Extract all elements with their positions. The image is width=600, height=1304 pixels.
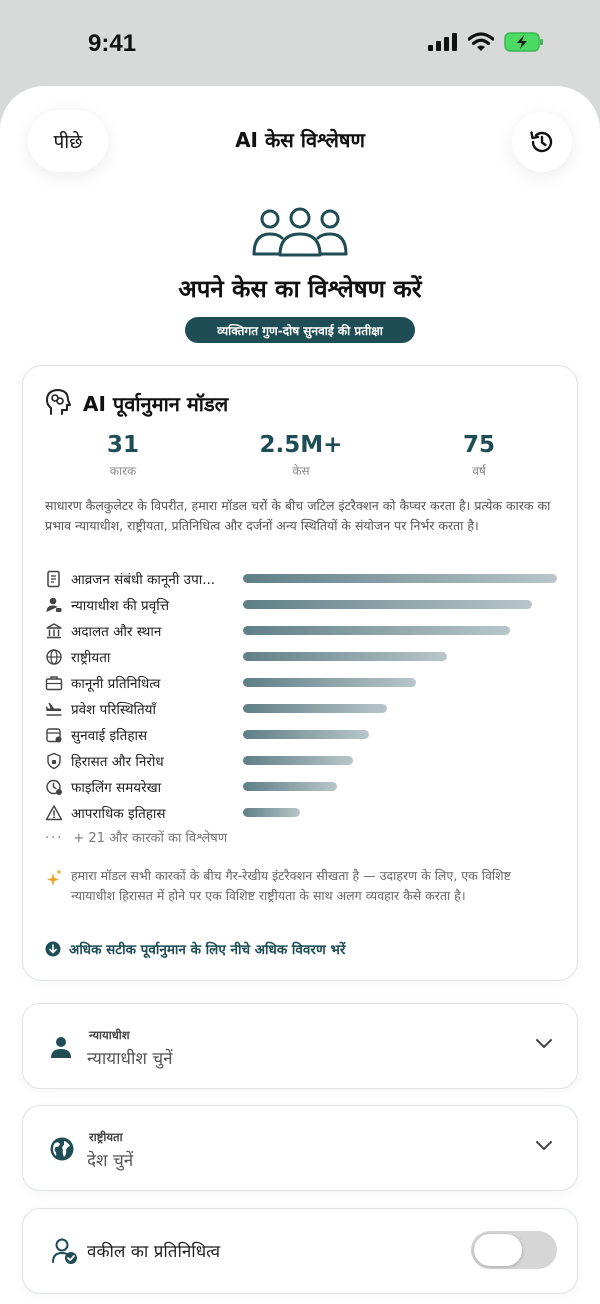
- factor-label: आपराधिक इतिहास: [71, 806, 166, 822]
- stat-years: 75 वर्ष: [399, 432, 559, 479]
- status-time: 9:41: [88, 30, 137, 57]
- status-badge-label: व्यक्तिगत गुण-दोष सुनवाई की प्रतीक्षा: [217, 323, 383, 338]
- judge-icon: [46, 597, 62, 612]
- factor-row: सुनवाई इतिहास: [45, 724, 557, 746]
- factor-row: राष्ट्रीयता: [45, 646, 557, 668]
- factor-bar: [243, 626, 510, 635]
- factor-label: आव्रजन संबंधी कानूनी उपा...: [71, 572, 216, 588]
- wifi-icon: [468, 32, 494, 51]
- factor-row: हिरासत और निरोध: [45, 750, 557, 772]
- history-icon: [530, 131, 553, 153]
- person-check-icon: [52, 1238, 77, 1264]
- globe-filled-icon: [50, 1137, 74, 1161]
- stat-label: केस: [292, 464, 310, 478]
- factor-bar: [243, 652, 447, 661]
- status-badge: व्यक्तिगत गुण-दोष सुनवाई की प्रतीक्षा: [185, 317, 415, 343]
- judge-select-value: न्यायाधीश चुनें: [87, 1049, 173, 1069]
- fill-details-link[interactable]: अधिक सटीक पूर्वानुमान के लिए नीचे अधिक व…: [45, 940, 345, 958]
- stat-value: 2.5M+: [259, 432, 343, 458]
- factor-label: कानूनी प्रतिनिधित्व: [71, 676, 161, 692]
- insight-text: हमारा मॉडल सभी कारकों के बीच गैर-रेखीय इ…: [71, 868, 511, 903]
- back-button-label: पीछे: [53, 131, 83, 153]
- nationality-select-label: राष्ट्रीयता: [89, 1130, 123, 1144]
- factor-row: अदालत और स्थान: [45, 620, 557, 642]
- warning-icon: [45, 805, 63, 821]
- users-group-icon: [252, 207, 348, 257]
- stat-factors: 31 कारक: [43, 432, 203, 479]
- factor-bar: [243, 600, 532, 609]
- stat-value: 75: [462, 432, 495, 458]
- factor-bar: [243, 782, 337, 791]
- factor-row: आपराधिक इतिहास: [45, 802, 557, 824]
- stat-label: कारक: [109, 464, 137, 478]
- battery-charging-icon: [504, 32, 543, 52]
- model-description: साधारण कैलकुलेटर के विपरीत, हमारा मॉडल च…: [45, 498, 551, 533]
- briefcase-icon: [45, 676, 63, 691]
- status-bar: 9:41: [0, 0, 600, 86]
- representation-toggle[interactable]: [471, 1231, 557, 1269]
- ai-model-card: AI पूर्वानुमान मॉडल 31 कारक 2.5M+ केस 75…: [22, 365, 578, 981]
- model-title: AI पूर्वानुमान मॉडल: [83, 392, 229, 416]
- factor-bar: [243, 756, 353, 765]
- factor-bar: [243, 808, 300, 817]
- factor-label: प्रवेश परिस्थितियाँ: [71, 702, 156, 718]
- stat-cases: 2.5M+ केस: [221, 432, 381, 479]
- factor-label: न्यायाधीश की प्रवृत्ति: [71, 598, 170, 614]
- nationality-select[interactable]: राष्ट्रीयता देश चुनें: [22, 1105, 578, 1191]
- calendar-icon: [46, 728, 62, 743]
- brain-icon: [46, 389, 71, 415]
- plane-icon: [46, 703, 62, 716]
- judge-select[interactable]: न्यायाधीश न्यायाधीश चुनें: [22, 1003, 578, 1089]
- arrow-down-circle-icon: [45, 941, 61, 957]
- back-button[interactable]: पीछे: [28, 110, 108, 172]
- sparkles-icon: [47, 869, 62, 886]
- factor-label: अदालत और स्थान: [71, 624, 162, 640]
- more-factors: ··· + 21 और कारकों का विश्लेषण: [45, 828, 227, 846]
- factor-row: प्रवेश परिस्थितियाँ: [45, 698, 557, 720]
- representation-row: वकील का प्रतिनिधित्व: [22, 1208, 578, 1294]
- factor-row: कानूनी प्रतिनिधित्व: [45, 672, 557, 694]
- globe-icon: [46, 649, 62, 665]
- courthouse-icon: [46, 623, 62, 639]
- factor-row: न्यायाधीश की प्रवृत्ति: [45, 594, 557, 616]
- factor-bar: [243, 730, 369, 739]
- judge-select-label: न्यायाधीश: [89, 1028, 130, 1042]
- representation-label: वकील का प्रतिनिधित्व: [87, 1242, 221, 1262]
- nationality-select-value: देश चुनें: [87, 1151, 134, 1171]
- chevron-down-icon: [536, 1039, 552, 1048]
- shield-icon: [47, 752, 61, 770]
- status-icons: [428, 32, 544, 52]
- ellipsis-icon: ···: [45, 831, 64, 846]
- factor-row: आव्रजन संबंधी कानूनी उपा...: [45, 568, 557, 590]
- document-icon: [47, 570, 60, 588]
- factor-bar: [243, 704, 387, 713]
- person-icon: [51, 1037, 71, 1058]
- main-sheet: पीछे AI केस विश्लेषण अपने केस का विश्लेष…: [0, 86, 600, 1304]
- toggle-knob: [474, 1234, 522, 1266]
- hero-title: अपने केस का विश्लेषण करें: [178, 275, 422, 303]
- factor-row: फाइलिंग समयरेखा: [45, 776, 557, 798]
- stat-label: वर्ष: [472, 464, 486, 478]
- factor-label: फाइलिंग समयरेखा: [71, 780, 162, 796]
- factor-bar: [243, 574, 557, 583]
- stat-value: 31: [106, 432, 139, 458]
- factor-label: हिरासत और निरोध: [71, 754, 164, 770]
- chevron-down-icon: [536, 1141, 552, 1150]
- more-factors-label: + 21 और कारकों का विश्लेषण: [73, 831, 228, 846]
- factor-label: सुनवाई इतिहास: [71, 728, 148, 744]
- page-title: AI केस विश्लेषण: [235, 128, 365, 152]
- factor-bar: [243, 678, 416, 687]
- fill-details-label: अधिक सटीक पूर्वानुमान के लिए नीचे अधिक व…: [69, 942, 346, 958]
- signal-icon: [428, 33, 457, 51]
- factor-label: राष्ट्रीयता: [71, 650, 111, 666]
- clock-icon: [46, 779, 62, 795]
- history-button[interactable]: [512, 112, 572, 172]
